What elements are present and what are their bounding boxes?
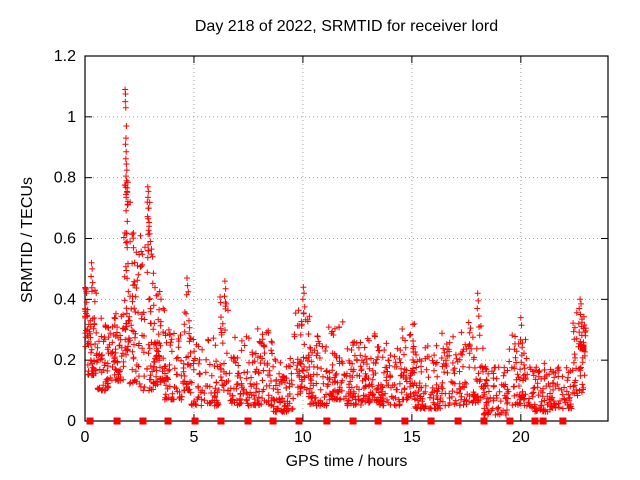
chart-title: Day 218 of 2022, SRMTID for receiver lor… [194,18,499,35]
y-tick-labels: 0 0.2 0.4 0.6 0.8 1 1.2 [54,48,76,430]
svg-text:5: 5 [190,429,199,446]
svg-text:20: 20 [512,429,530,446]
plot-frame [84,55,609,422]
svg-text:0.2: 0.2 [54,352,76,369]
svg-text:15: 15 [403,429,421,446]
svg-text:10: 10 [294,429,312,446]
data-points [82,86,589,418]
x-axis-label: GPS time / hours [285,453,408,470]
svg-text:0: 0 [81,429,90,446]
svg-text:0.6: 0.6 [54,231,76,248]
x-tick-labels: 0 5 10 15 20 [81,429,530,446]
svg-text:0: 0 [67,413,76,430]
svg-text:1.2: 1.2 [54,48,76,65]
svg-text:0.4: 0.4 [54,291,76,308]
svg-text:0.8: 0.8 [54,170,76,187]
baseline-squares [86,344,587,425]
svg-text:1: 1 [67,109,76,126]
